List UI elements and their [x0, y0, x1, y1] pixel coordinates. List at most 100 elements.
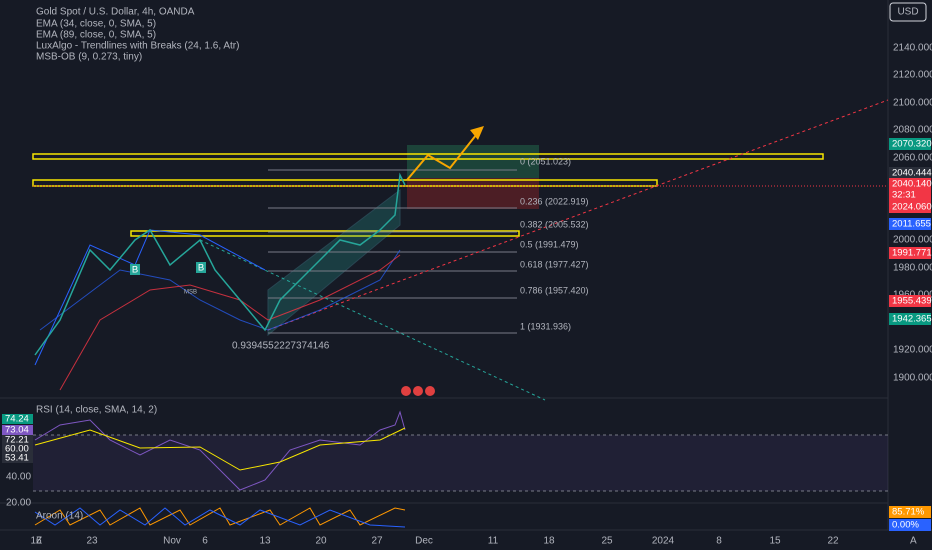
corner-left: Z [36, 536, 42, 547]
price-tag: 2040.140 [892, 179, 932, 190]
ema-34 [39, 249, 401, 331]
rsi-tag-bg [2, 414, 33, 424]
time-axis-label: 13 [259, 536, 271, 547]
rsi-tag: 53.41 [5, 453, 29, 464]
rsi-tag: 72.21 [5, 435, 29, 446]
trendline [267, 99, 889, 331]
aroon-title: Aroon (14) [36, 511, 83, 522]
indicator: LuxAlgo - Trendlines with Breaks (24, 1.… [36, 41, 239, 52]
rsi-tag: 74.24 [5, 414, 29, 425]
price-tag-bg [889, 247, 931, 259]
price-axis-label: 2100.000 [893, 98, 932, 109]
price-tag-bg [889, 167, 931, 179]
b-label: B [198, 263, 204, 274]
arrow-head [470, 126, 484, 140]
price-tag: 2011.655 [892, 219, 931, 230]
rsi-tag: 60.00 [5, 444, 29, 455]
aroon-tag-bg [889, 506, 931, 518]
indicator: EMA (89, close, 0, SMA, 5) [36, 30, 156, 41]
price [34, 172, 406, 356]
fib-label: 0.618 (1977.427) [520, 259, 589, 269]
price-tag-bg [889, 201, 931, 213]
profit-zone [407, 145, 539, 178]
indicator: EMA (34, close, 0, SMA, 5) [36, 19, 156, 30]
symbol: Gold Spot / U.S. Dollar, 4h, OANDA [36, 7, 195, 18]
price-tag-bg [889, 295, 931, 307]
time-axis-label: 22 [827, 536, 839, 547]
price-tag-bg [889, 218, 931, 230]
time-axis-label: 6 [202, 536, 208, 547]
price-tag: 1942.365 [892, 314, 932, 325]
price-axis-label: 1980.000 [893, 263, 932, 274]
fib-label: 0.382 (2005.532) [520, 219, 589, 229]
zigzag [34, 229, 266, 366]
indicator: MSB-OB (9, 0.273, tiny) [36, 52, 142, 63]
price-tag-bg [889, 313, 931, 325]
b-label: B [132, 265, 138, 276]
price-tag: 1991.771 [892, 248, 932, 259]
projection-arrow [406, 129, 481, 181]
fib-label: 0.786 (1957.420) [520, 285, 589, 295]
msb-label: MSB [184, 290, 197, 296]
price-tag: 2070.320 [892, 139, 932, 150]
time-axis-label: 25 [601, 536, 613, 547]
aroon-tag-bg [889, 519, 931, 531]
price-axis-label: 2120.000 [893, 70, 932, 81]
time-axis-label: 18 [543, 536, 555, 547]
aroon-up [34, 507, 406, 526]
loss-zone [407, 178, 539, 209]
price-axis-label: 1920.000 [893, 345, 932, 356]
aroon-tag: 0.00% [892, 520, 919, 531]
aroon-down [34, 507, 406, 528]
aroon-tag: 85.71% [892, 507, 925, 518]
ratio-label: 0.9394552227374146 [232, 341, 330, 352]
currency[interactable]: USD [897, 7, 918, 18]
price-tag-bg [889, 178, 931, 190]
price-tag: 1955.439 [892, 296, 932, 307]
price-axis-label: 2080.000 [893, 125, 932, 136]
rsi-tag: 73.04 [5, 425, 29, 436]
rsi-ma [34, 427, 406, 471]
rsi-line [34, 410, 406, 491]
support-zone [130, 230, 520, 237]
price-tag-bg [889, 189, 931, 201]
currency-button[interactable] [889, 2, 927, 22]
price-axis-label: 1900.000 [893, 373, 932, 384]
rsi-axis-label: 20.00 [6, 498, 31, 509]
price-tag: 2024.060 [892, 202, 932, 213]
time-axis-label: 8 [716, 536, 722, 547]
event-icon [401, 386, 411, 396]
time-axis-label: 16 [30, 536, 42, 547]
b-marker [196, 262, 206, 273]
time-axis-label: 11 [488, 536, 499, 547]
rsi-axis-label: 40.00 [6, 472, 31, 483]
price-axis-label: 2000.000 [893, 235, 932, 246]
price-axis-label: 2060.000 [893, 153, 932, 164]
rsi-tag-bg [2, 435, 33, 445]
time-axis-label: Nov [163, 536, 181, 547]
time-axis-label: 27 [371, 536, 383, 547]
time-axis-label: Dec [415, 536, 433, 547]
rsi-tag-bg [2, 444, 33, 454]
time-axis-label: 23 [86, 536, 98, 547]
rsi-tag-bg [2, 425, 33, 435]
fib-label: 0.5 (1991.479) [520, 239, 579, 249]
time-axis-label: 2024 [652, 536, 675, 547]
price-tag-bg [889, 138, 931, 150]
rsi-band [33, 435, 888, 491]
fib-label: 1 (1931.936) [520, 321, 571, 331]
event-icon [413, 386, 423, 396]
time-axis-label: 20 [315, 536, 327, 547]
fib-label: 0 (2051.023) [520, 156, 571, 166]
time-axis-label: 15 [769, 536, 781, 547]
price-axis-label: 2140.000 [893, 43, 932, 54]
b-marker [130, 264, 140, 275]
rsi-tag-bg [2, 453, 33, 463]
fib-label: 0.236 (2022.919) [520, 196, 589, 206]
corner-right: A [910, 536, 917, 547]
price-tag: 2040.444 [892, 168, 932, 179]
price-tag: 32:31 [892, 190, 916, 201]
event-icon [425, 386, 435, 396]
